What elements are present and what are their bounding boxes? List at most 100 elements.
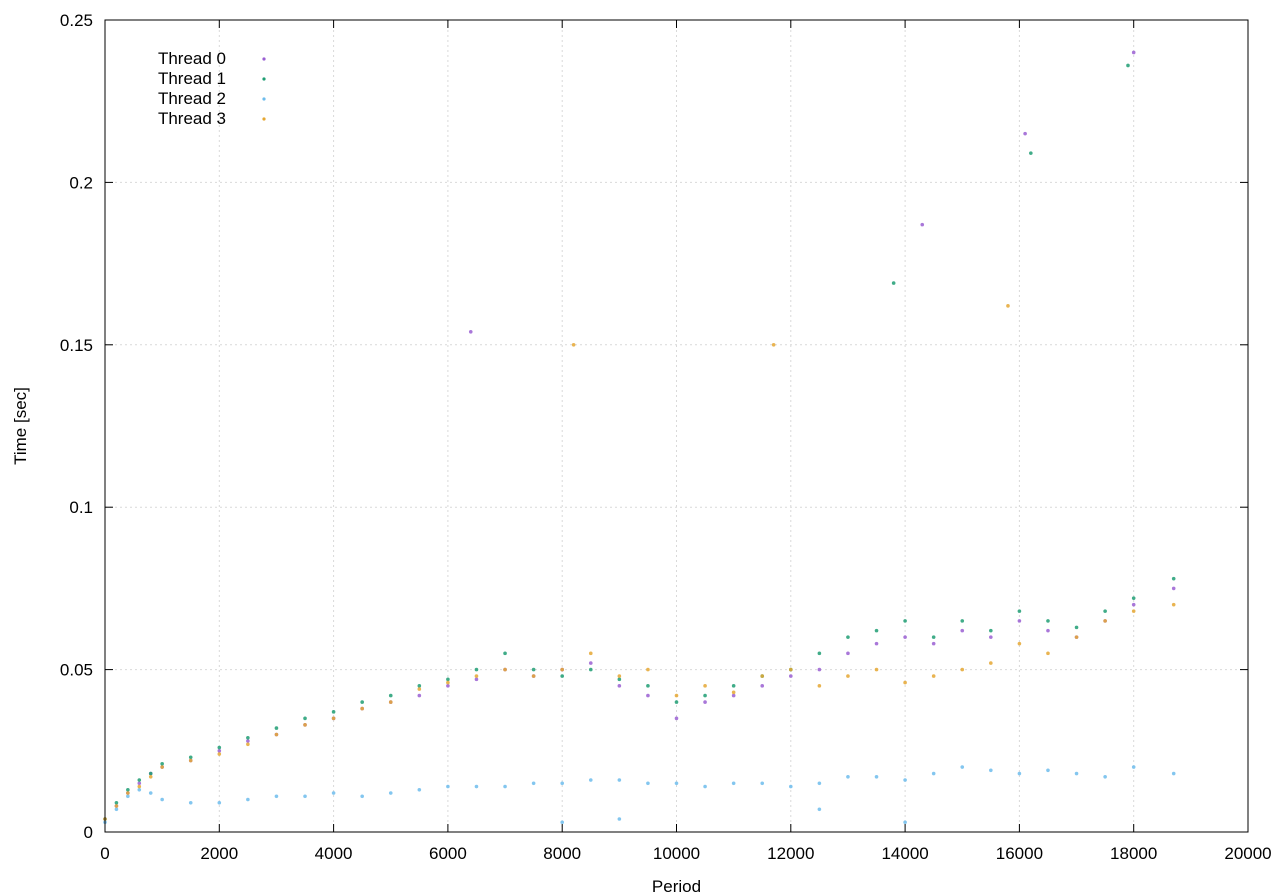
data-point: [446, 680, 450, 685]
data-point: [731, 693, 736, 698]
data-point: [1171, 576, 1176, 581]
data-point: [674, 693, 679, 698]
data-point: [188, 800, 193, 805]
y-tick-label: 0: [84, 823, 93, 842]
data-point: [188, 755, 193, 760]
data-point: [1126, 63, 1130, 68]
data-point: [731, 781, 736, 786]
data-point: [903, 778, 907, 782]
data-point: [617, 684, 622, 688]
data-point: [588, 651, 593, 656]
data-point: [217, 745, 222, 750]
data-point: [989, 635, 993, 639]
data-point: [217, 749, 222, 753]
data-point: [303, 723, 307, 727]
data-point: [617, 817, 622, 821]
data-point: [674, 716, 679, 721]
data-point: [817, 651, 822, 656]
y-tick-label: 0.15: [60, 336, 93, 355]
data-point: [960, 628, 965, 633]
data-point: [674, 700, 679, 704]
y-tick-layer: 0 0.05 0.1 0.15 0.2 0.25: [60, 11, 1248, 842]
data-point: [188, 758, 193, 763]
data-point: [789, 784, 793, 789]
data-point: [1029, 151, 1033, 155]
data-point: [246, 739, 250, 743]
points-layer: [103, 50, 1176, 825]
data-point: [1103, 609, 1107, 613]
legend-label: Thread 3: [158, 109, 226, 128]
data-point: [920, 222, 925, 227]
data-point: [846, 774, 850, 779]
data-point: [760, 674, 765, 678]
x-tick-label: 6000: [429, 844, 467, 863]
data-point: [1046, 651, 1050, 656]
data-point: [417, 687, 422, 691]
data-point: [760, 781, 765, 786]
data-point: [931, 635, 936, 639]
data-point: [846, 635, 850, 639]
data-point: [474, 784, 479, 789]
data-point: [388, 700, 393, 704]
data-point: [874, 667, 879, 672]
data-point: [874, 774, 879, 779]
x-tick-label: 2000: [200, 844, 238, 863]
data-point: [817, 667, 822, 672]
data-point: [1006, 304, 1010, 308]
data-point: [137, 787, 142, 792]
legend-label: Thread 2: [158, 89, 226, 108]
data-point: [531, 781, 536, 786]
data-point: [474, 677, 479, 682]
data-point: [137, 784, 142, 789]
data-point: [126, 791, 130, 795]
x-tick-label: 0: [100, 844, 109, 863]
data-point: [646, 667, 650, 672]
x-tick-label: 10000: [653, 844, 700, 863]
data-point: [531, 674, 536, 678]
data-point: [617, 677, 622, 682]
data-point: [1131, 602, 1136, 607]
x-tick-label: 12000: [767, 844, 814, 863]
data-point: [331, 716, 336, 721]
data-point: [531, 667, 536, 672]
data-point: [846, 651, 850, 656]
data-point: [560, 667, 564, 672]
data-point: [874, 641, 879, 646]
data-point: [1046, 628, 1050, 633]
data-point: [360, 794, 364, 799]
data-point: [360, 700, 364, 704]
legend-label: Thread 1: [158, 69, 226, 88]
data-point: [246, 742, 250, 747]
x-tick-label: 18000: [1110, 844, 1157, 863]
data-point: [217, 752, 222, 756]
data-point: [703, 784, 707, 789]
data-point: [1074, 635, 1079, 639]
data-point: [388, 693, 393, 698]
data-point: [1023, 131, 1027, 136]
data-point: [960, 765, 965, 769]
data-point: [1131, 596, 1136, 600]
data-point: [160, 761, 164, 766]
data-point: [503, 667, 507, 672]
data-point: [703, 700, 707, 704]
data-point: [331, 710, 336, 714]
data-point: [137, 781, 142, 786]
data-point: [160, 797, 164, 802]
series-group-1: [103, 63, 1176, 821]
data-point: [114, 807, 119, 812]
y-tick-label: 0.05: [60, 661, 93, 680]
data-point: [817, 684, 822, 688]
legend-marker: [262, 117, 266, 121]
data-point: [1171, 602, 1176, 607]
data-point: [817, 781, 822, 786]
data-point: [874, 628, 879, 633]
data-point: [817, 807, 822, 812]
data-point: [246, 736, 250, 740]
legend-marker: [262, 77, 266, 81]
data-point: [931, 674, 936, 678]
data-point: [303, 716, 307, 721]
data-point: [274, 794, 279, 799]
series-group-2: [103, 765, 1176, 825]
